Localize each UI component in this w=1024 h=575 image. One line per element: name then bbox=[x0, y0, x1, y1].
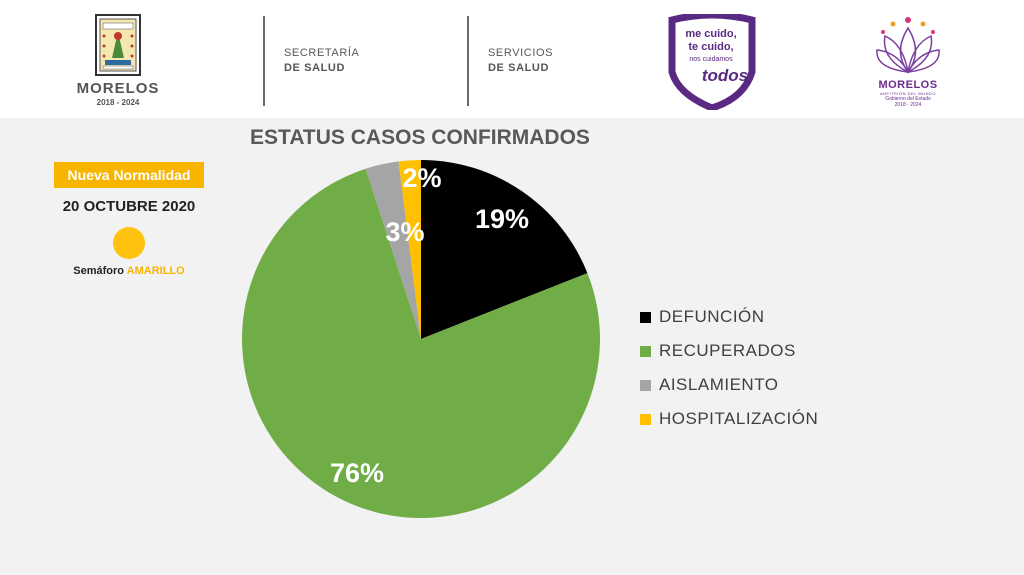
pie-data-label: 76% bbox=[330, 458, 384, 488]
status-panel: Nueva Normalidad 20 OCTUBRE 2020 Semáfor… bbox=[44, 162, 214, 277]
government-line1: Gobierno del Estado bbox=[885, 96, 931, 102]
pie-slice-3 bbox=[398, 160, 421, 339]
servicios-line2: DE SALUD bbox=[488, 62, 550, 74]
government-state-name: MORELOS bbox=[878, 79, 938, 91]
government-line2: 2018 · 2024 bbox=[894, 102, 922, 108]
header-divider bbox=[467, 16, 469, 106]
pie-data-label: 19% bbox=[475, 204, 529, 234]
campaign-shield-icon bbox=[668, 11, 756, 112]
pie-data-label: 2% bbox=[402, 163, 441, 193]
legend-label: DEFUNCIÓN bbox=[659, 307, 765, 326]
campaign-line2: te cuido, bbox=[688, 41, 734, 53]
government-subtitle: ANFITRIÓN DEL MUNDO bbox=[879, 91, 937, 96]
chart-title: ESTATUS CASOS CONFIRMADOS bbox=[250, 126, 590, 149]
lotus-flower-icon bbox=[876, 17, 940, 74]
campaign-line4: todos bbox=[701, 66, 749, 85]
legend-swatch bbox=[640, 311, 651, 323]
legend-item: HOSPITALIZACIÓN bbox=[640, 402, 818, 436]
legend-item: RECUPERADOS bbox=[640, 334, 818, 368]
legend-item: AISLAMIENTO bbox=[640, 368, 818, 402]
chart-legend: DEFUNCIÓN RECUPERADOS AISLAMIENTO HOSPIT… bbox=[640, 300, 818, 436]
legend-label: RECUPERADOS bbox=[659, 341, 796, 360]
campaign-line1: me cuido, bbox=[685, 28, 737, 40]
semaforo-label: Semáforo bbox=[73, 265, 125, 277]
legend-swatch bbox=[640, 379, 651, 391]
secretaria-line1: SECRETARÍA bbox=[284, 47, 360, 59]
pie-slice-1 bbox=[241, 168, 601, 519]
legend-label: AISLAMIENTO bbox=[659, 375, 779, 394]
pie-slice-0 bbox=[421, 160, 588, 339]
semaforo-text: Semáforo AMARILLO bbox=[44, 265, 214, 277]
servicios-line1: SERVICIOS bbox=[488, 47, 554, 59]
semaforo-dot-icon bbox=[113, 227, 145, 259]
government-logo: MORELOS ANFITRIÓN DEL MUNDO Gobierno del… bbox=[868, 12, 948, 108]
secretaria-line2: DE SALUD bbox=[284, 62, 346, 74]
nueva-normalidad-label: Nueva Normalidad bbox=[54, 162, 204, 188]
legend-swatch bbox=[640, 345, 651, 357]
report-date: 20 OCTUBRE 2020 bbox=[62, 198, 196, 215]
secretaria-de-salud: SECRETARÍA DE SALUD bbox=[284, 46, 359, 76]
header-divider bbox=[263, 16, 265, 106]
seal-state-name: MORELOS bbox=[76, 80, 160, 97]
header: MORELOS 2018 - 2024 SECRETARÍA DE SALUD … bbox=[0, 0, 1024, 118]
morelos-seal-logo: MORELOS 2018 - 2024 bbox=[70, 14, 166, 107]
legend-label: HOSPITALIZACIÓN bbox=[659, 409, 819, 428]
pie-slice-2 bbox=[365, 161, 421, 339]
servicios-de-salud: SERVICIOS DE SALUD bbox=[488, 46, 553, 76]
campaign-badge: me cuido, te cuido, nos cuidamos todos bbox=[668, 11, 756, 115]
semaforo-level: AMARILLO bbox=[126, 265, 185, 277]
legend-item: DEFUNCIÓN bbox=[640, 300, 818, 334]
campaign-line3: nos cuidamos bbox=[689, 56, 733, 63]
seal-years: 2018 - 2024 bbox=[96, 98, 140, 107]
legend-swatch bbox=[640, 413, 651, 425]
morelos-seal-icon bbox=[95, 14, 141, 76]
pie-data-label: 3% bbox=[385, 217, 424, 247]
